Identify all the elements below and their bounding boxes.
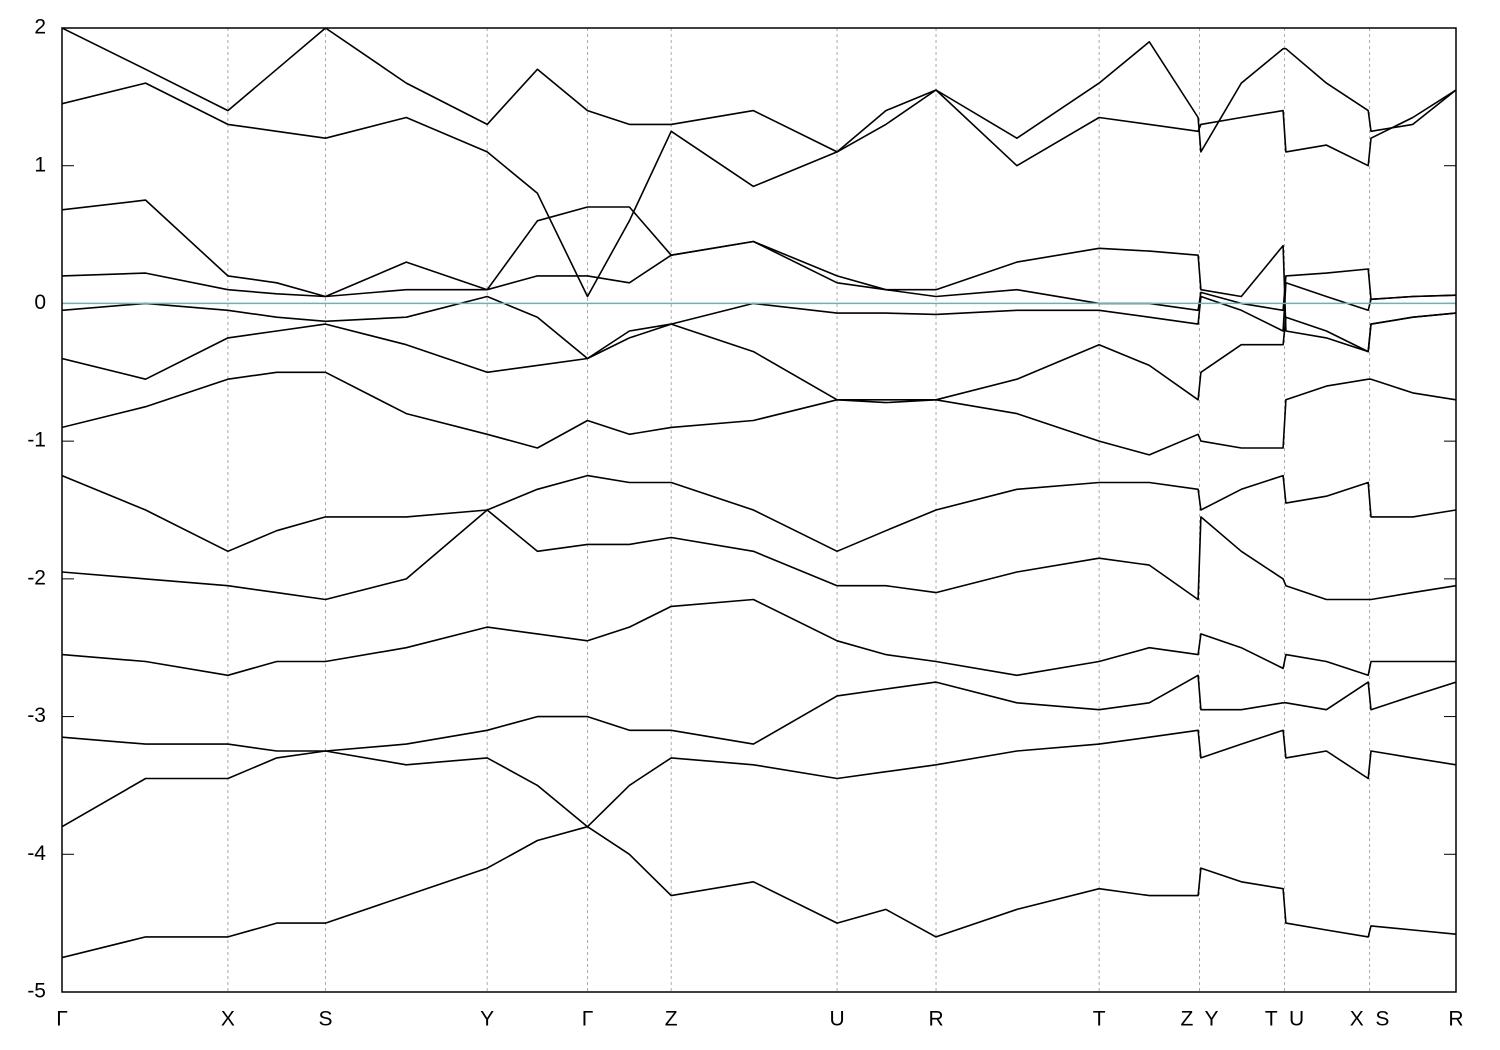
band-line [62, 371, 1456, 456]
y-tick-label: 0 [34, 291, 46, 314]
band-line [62, 825, 1456, 959]
band-line [62, 729, 1456, 828]
band-line [62, 240, 1456, 312]
x-tick-label: X [221, 1008, 235, 1031]
x-tick-label: T [1093, 1008, 1106, 1031]
band-line [62, 509, 1456, 601]
x-tick-label: X S [1350, 1008, 1390, 1031]
y-tick-label: -3 [27, 704, 46, 727]
band-line [62, 82, 1456, 298]
y-tick-label: -5 [27, 980, 46, 1003]
y-tick-label: 1 [34, 153, 46, 176]
y-tick-label: 2 [34, 16, 46, 39]
x-tick-label: Γ [56, 1008, 68, 1031]
band-line [62, 474, 1456, 553]
band-line [62, 199, 1456, 353]
x-tick-label: U [829, 1008, 844, 1031]
band-line [62, 282, 1456, 360]
band-line [62, 312, 1456, 401]
x-tick-label: S [318, 1008, 332, 1031]
x-tick-label: R [928, 1008, 943, 1031]
band-line [62, 674, 1456, 752]
x-tick-label: R [1448, 1008, 1463, 1031]
y-tick-label: -1 [27, 429, 46, 452]
plot-frame [61, 27, 1457, 993]
band-line [62, 598, 1456, 677]
y-tick-label: -4 [27, 842, 46, 865]
y-tick-label: -2 [27, 566, 46, 589]
x-tick-label: Z Y [1180, 1008, 1218, 1031]
band-line [62, 28, 1456, 153]
x-tick-label: T U [1265, 1008, 1304, 1031]
x-tick-label: Y [480, 1008, 494, 1031]
x-tick-label: Z [665, 1008, 678, 1031]
x-tick-label: Γ [582, 1008, 594, 1031]
